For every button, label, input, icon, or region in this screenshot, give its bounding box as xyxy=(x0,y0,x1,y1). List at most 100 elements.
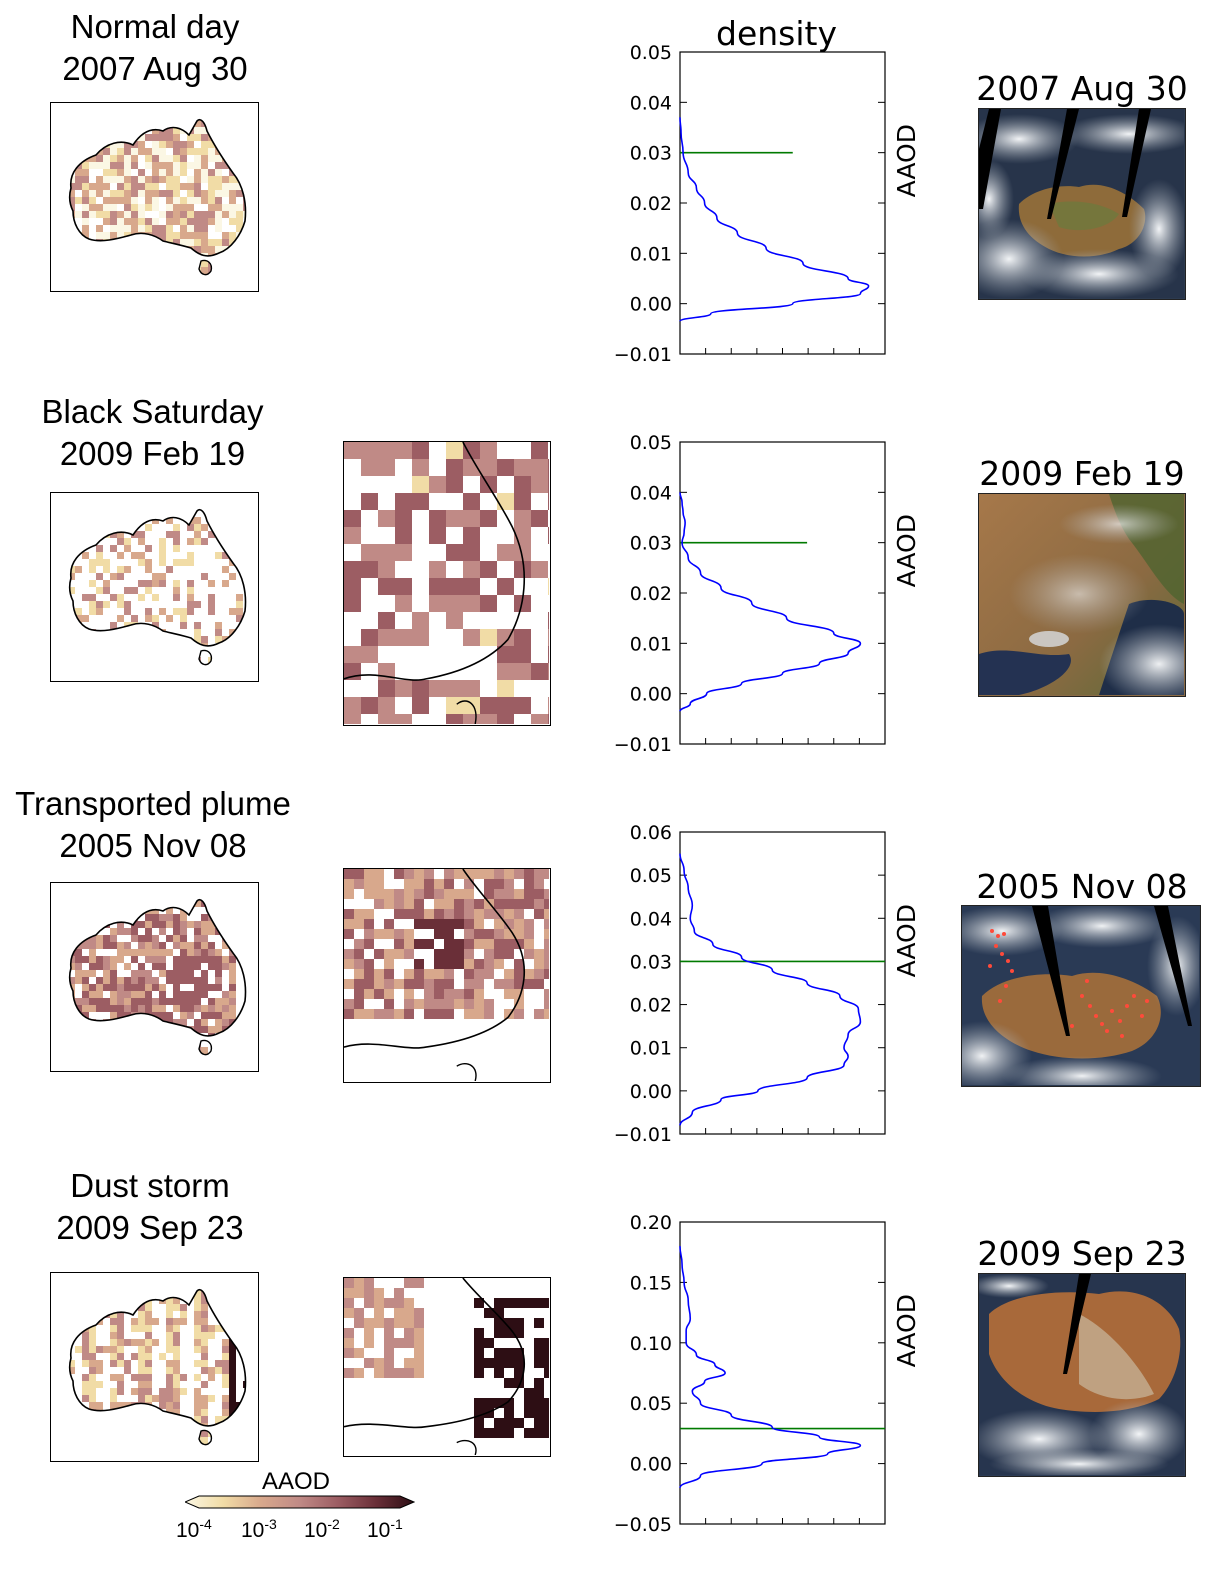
zoom-aod-cell xyxy=(544,1408,550,1418)
aod-cell xyxy=(117,1353,124,1360)
density-frame xyxy=(679,1221,886,1525)
aod-cell xyxy=(208,120,215,127)
aod-cell xyxy=(61,1283,68,1290)
aod-cell xyxy=(187,1033,194,1040)
aod-cell xyxy=(243,169,246,176)
aod-cell xyxy=(117,1047,124,1054)
zoom-aod-cell xyxy=(444,929,454,939)
aod-cell xyxy=(61,538,68,545)
aod-cell xyxy=(250,260,257,267)
zoom-aod-cell xyxy=(497,544,514,561)
aod-cell xyxy=(103,977,110,984)
aod-cell xyxy=(208,928,215,935)
aod-cell xyxy=(138,1304,145,1311)
aod-cell xyxy=(117,211,124,218)
aod-cell xyxy=(103,155,110,162)
aod-cell xyxy=(152,977,159,984)
aod-cell xyxy=(75,510,82,517)
aod-cell xyxy=(61,232,68,239)
aod-cell xyxy=(131,970,138,977)
zoom-aod-cell xyxy=(494,1398,504,1408)
aod-cell xyxy=(75,1033,82,1040)
aod-cell xyxy=(173,1346,180,1353)
zoom-aod-cell xyxy=(404,869,414,879)
zoom-aod-cell xyxy=(514,544,531,561)
aod-cell xyxy=(69,162,75,169)
aod-cell xyxy=(222,1360,229,1367)
aod-cell xyxy=(229,1019,236,1026)
zoom-aod-cell xyxy=(364,1278,374,1288)
aod-cell xyxy=(173,1019,180,1026)
aod-cell xyxy=(61,942,68,949)
aod-cell xyxy=(89,914,96,921)
aod-cell xyxy=(250,608,257,615)
aod-cell xyxy=(194,1325,201,1332)
aod-cell xyxy=(61,1374,68,1381)
aod-cell xyxy=(110,899,117,900)
aod-cell xyxy=(166,671,173,678)
aod-cell xyxy=(173,211,180,218)
aod-cell xyxy=(215,162,222,169)
zoom-aod-cell xyxy=(454,909,464,919)
zoom-aod-cell xyxy=(534,969,544,979)
aod-cell xyxy=(110,1430,117,1437)
zoom-aod-cell xyxy=(446,544,463,561)
aod-cell xyxy=(82,615,89,622)
aod-cell xyxy=(145,524,152,531)
aod-cell xyxy=(173,246,180,253)
aod-cell xyxy=(173,594,180,601)
aod-cell xyxy=(138,1353,145,1360)
aod-cell xyxy=(229,1040,236,1047)
aod-cell xyxy=(117,899,124,900)
zoom-aod-cell xyxy=(497,629,514,646)
aod-cell xyxy=(117,1346,124,1353)
aod-cell xyxy=(145,1381,152,1388)
aod-cell xyxy=(159,899,166,900)
aod-cell xyxy=(96,1381,103,1388)
aod-cell xyxy=(138,1409,145,1416)
aod-cell xyxy=(138,580,145,587)
aod-cell xyxy=(110,274,117,275)
aod-cell xyxy=(229,998,236,1005)
aod-cell xyxy=(173,608,180,615)
aod-cell xyxy=(110,1026,117,1033)
aod-cell xyxy=(229,984,236,991)
aod-cell xyxy=(96,162,103,169)
aod-cell xyxy=(103,510,110,517)
aod-cell xyxy=(75,1040,82,1047)
aod-cell xyxy=(75,127,82,134)
aod-cell xyxy=(61,998,68,1005)
aod-cell xyxy=(145,1019,152,1026)
aod-cell xyxy=(103,517,110,524)
aod-cell xyxy=(250,1367,257,1374)
aod-cell xyxy=(208,246,215,253)
aod-cell xyxy=(194,1451,201,1458)
aod-cell xyxy=(103,176,110,183)
zoom-aod-grid xyxy=(344,1278,550,1438)
row-4-zoom-map xyxy=(343,1277,551,1457)
aod-cell xyxy=(103,963,110,970)
zoom-aod-cell xyxy=(434,999,444,1009)
aod-cell xyxy=(159,1012,166,1019)
aod-cell xyxy=(117,1033,124,1040)
aod-cell xyxy=(236,246,243,253)
aod-cell xyxy=(159,1047,166,1054)
aod-cell xyxy=(173,1047,180,1054)
aod-cell xyxy=(61,1430,68,1437)
zoom-aod-cell xyxy=(374,1009,384,1019)
zoom-aod-cell xyxy=(444,979,454,989)
zoom-aod-cell xyxy=(544,999,550,1009)
aod-cell xyxy=(236,225,243,232)
zoom-aod-cell xyxy=(484,969,494,979)
aod-cell xyxy=(201,1353,208,1360)
aod-cell xyxy=(250,197,257,204)
aod-cell xyxy=(243,1332,246,1339)
aod-cell xyxy=(89,204,96,211)
aod-cell xyxy=(159,538,166,545)
zoom-aod-cell xyxy=(424,879,434,889)
aod-cell xyxy=(180,664,187,665)
aod-cell xyxy=(75,907,82,914)
aod-cell xyxy=(124,657,131,664)
zoom-aod-cell xyxy=(364,969,374,979)
aod-cell xyxy=(82,1416,89,1423)
